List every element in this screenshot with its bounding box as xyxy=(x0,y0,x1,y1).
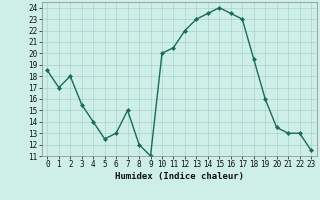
X-axis label: Humidex (Indice chaleur): Humidex (Indice chaleur) xyxy=(115,172,244,181)
